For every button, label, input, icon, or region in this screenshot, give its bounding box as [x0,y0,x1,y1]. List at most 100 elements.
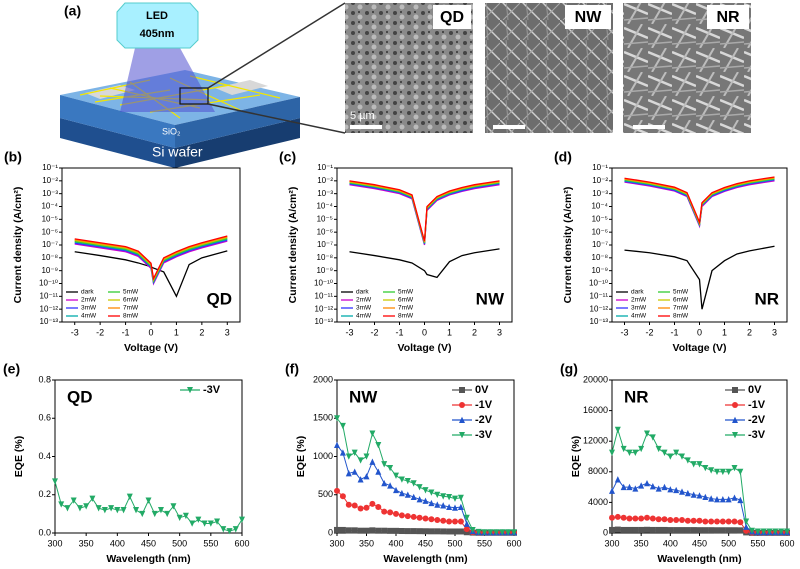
zoom-box [179,87,209,105]
marker [690,491,697,498]
legend-marker [459,432,465,439]
plot-frame [611,167,788,323]
marker [638,482,645,489]
series-line [74,237,228,283]
marker [743,523,750,530]
marker [661,516,668,523]
legend-label: 2mW [631,297,647,304]
marker [714,518,720,525]
marker [351,527,358,534]
x-tick-label: -3 [345,327,353,337]
legend-label: 2mW [356,297,372,304]
legend-label: -2V [475,414,493,426]
y-tick-label: 10⁻¹⁰ [314,279,333,288]
y-axis-title: EQE (%) [295,436,307,477]
series-line [74,250,228,298]
legend-label: 4mW [356,313,372,320]
marker [157,507,164,514]
marker [655,445,662,453]
legend-marker [732,387,738,393]
marker [334,526,340,533]
marker [126,493,133,500]
legend-label: 5mW [673,289,689,296]
marker [339,526,346,533]
marker [673,449,680,456]
marker [684,517,691,524]
x-tick-label: 400 [388,538,403,548]
zoom-line [207,103,346,134]
marker [440,502,447,509]
x-tick-label: 450 [692,538,707,548]
marker [334,487,340,494]
marker [719,518,726,525]
image-label-box [707,5,749,29]
marker [714,527,720,534]
marker [52,478,58,485]
marker [649,515,656,522]
marker [609,449,615,456]
marker [182,512,189,520]
marker [139,510,146,518]
y-axis-title: Current density (A/cm²) [562,187,574,304]
schematic: (a) LED 405nm SiO₂ Si wafer QD NW NR 5 µ… [60,2,751,168]
marker [481,529,488,536]
marker [345,470,352,477]
marker [673,486,680,494]
led-label: LED [146,10,168,22]
marker [440,517,447,524]
marker [475,528,482,536]
marker [679,453,685,460]
legend-label: 3mW [81,305,97,312]
marker [644,430,650,437]
marker [369,500,376,507]
marker [714,496,720,503]
marker [725,527,732,534]
legend-label: 3mW [631,305,647,312]
marker [440,493,447,500]
marker [151,510,158,518]
legend-label: -3V [203,384,221,396]
x-tick-label: 2 [472,327,477,337]
legend-label: 4mW [81,313,97,320]
marker [719,468,726,476]
marker [357,457,364,464]
x-axis-title: Wavelength (nm) [657,553,741,565]
legend-label: 8mW [673,313,689,320]
marker [749,527,755,535]
series-line [74,236,228,282]
marker [493,529,500,536]
marker [393,486,399,494]
x-tick-label: 600 [779,538,794,548]
marker [784,528,790,535]
marker [708,527,715,534]
legend-label: -3V [748,429,766,441]
panel-annotation: NW [476,289,505,308]
marker [737,519,744,526]
plot-frame [61,167,241,323]
marker [737,496,744,504]
marker [708,518,715,525]
marker [189,520,196,527]
y-axis-title: EQE (%) [570,436,582,477]
marker [690,527,697,534]
charts: -3 -2 -1 0 1 2 310⁻¹³10⁻¹²10⁻¹¹10⁻¹⁰10⁻⁹10⁻⁸10… [3,149,795,565]
x-tick-label: 1 [174,327,179,337]
marker [369,458,376,465]
marker [357,505,364,512]
wafer-side [175,118,300,168]
legend-label: -1V [475,399,493,411]
scale-bar [633,125,665,129]
scale-bar [350,125,382,129]
x-tick-label: 550 [750,538,765,548]
marker [410,513,417,520]
marker [696,461,703,468]
y-tick-label: 0 [603,527,608,537]
marker [457,518,464,525]
marker [357,476,364,483]
marker [632,449,639,456]
marker [702,493,709,501]
y-tick-label: 10⁻³ [42,189,58,198]
marker [363,527,370,534]
y-tick-label: 10⁻⁷ [42,240,58,249]
marker [89,495,96,502]
